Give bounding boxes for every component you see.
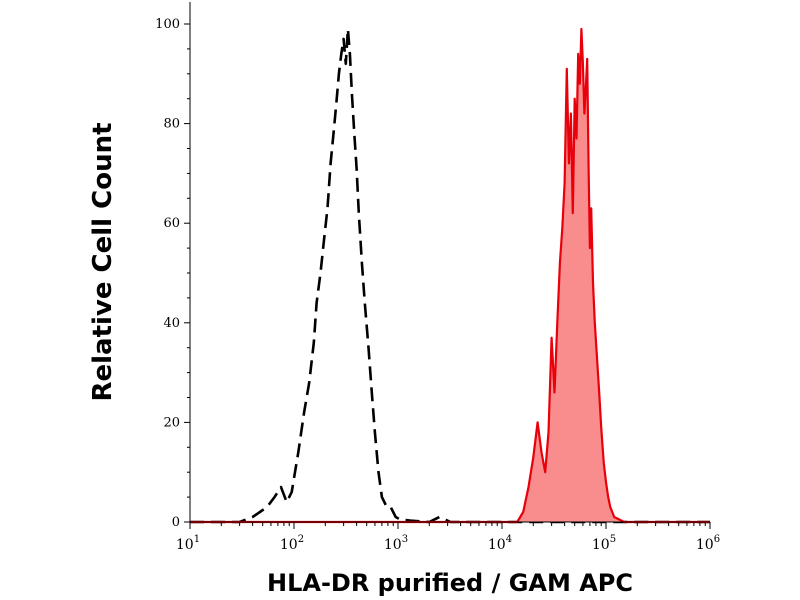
x-tick-label: 101: [176, 534, 200, 553]
axes: 0 20 40 60 80 100 101 102 103 104 105 106: [155, 2, 720, 553]
y-tick-label: 60: [163, 216, 180, 231]
series-0-line: [190, 27, 710, 524]
y-tick-label: 20: [163, 415, 180, 430]
y-tick-label: 0: [172, 515, 180, 530]
x-tick-label: 104: [488, 534, 512, 553]
y-tick-label: 100: [155, 17, 180, 32]
x-tick-label: 105: [592, 534, 616, 553]
y-tick-label: 40: [163, 316, 180, 331]
x-tick-label: 106: [696, 534, 720, 553]
x-tick-label: 102: [280, 534, 304, 553]
x-tick-label: 103: [384, 534, 408, 553]
y-axis-title: Relative Cell Count: [88, 122, 118, 401]
series-1-line: [190, 27, 710, 524]
y-tick-label: 80: [163, 117, 180, 132]
plot-area: [190, 27, 710, 524]
series-1-fill: [190, 29, 710, 522]
x-axis-title: HLA-DR purified / GAM APC: [267, 569, 633, 597]
